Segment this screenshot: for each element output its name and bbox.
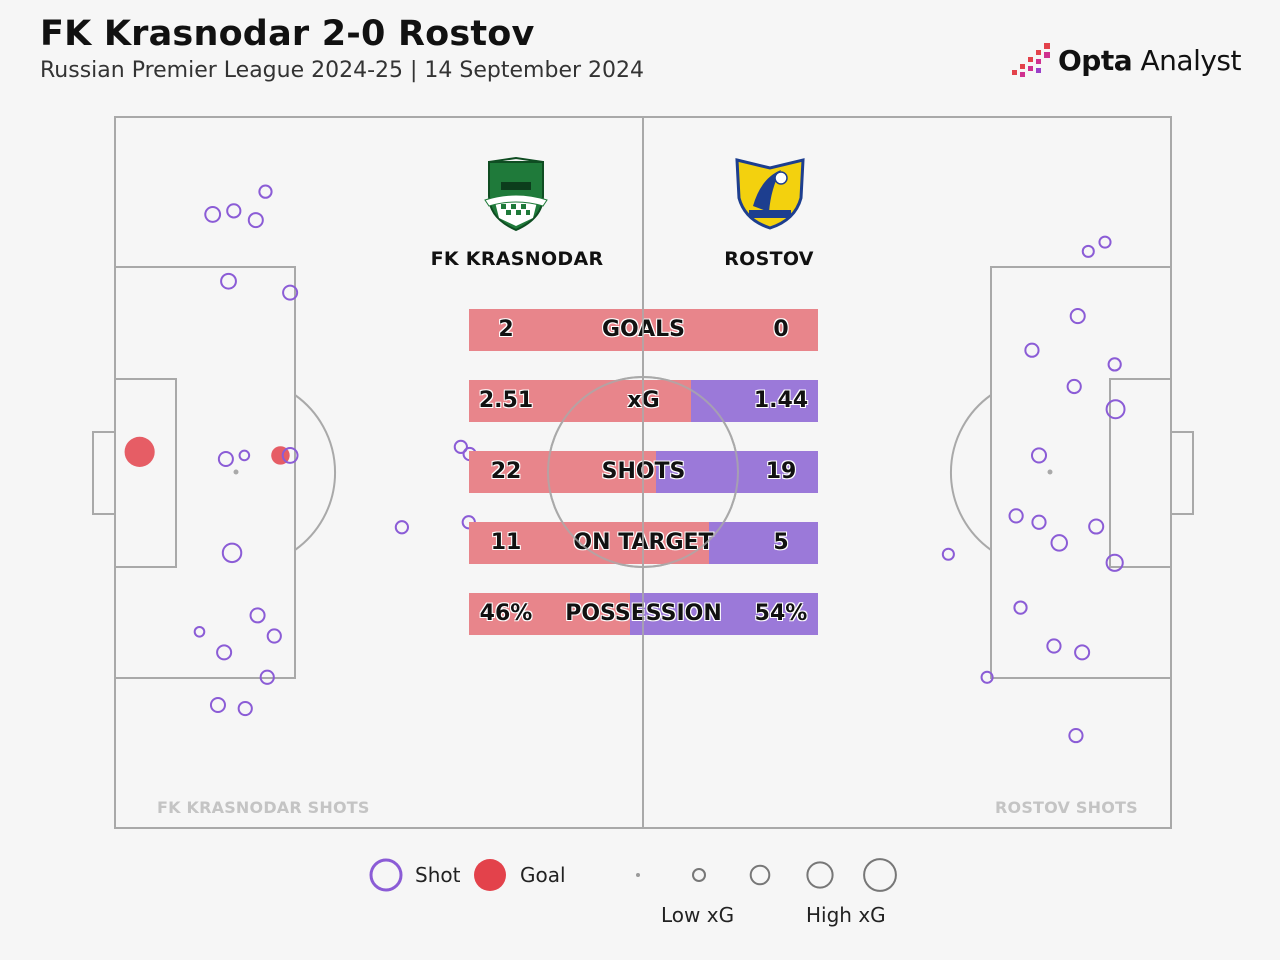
stat-home-value: 11 [490, 530, 522, 555]
away-shot-marker [1066, 378, 1082, 395]
away-shot-marker [980, 670, 994, 684]
away-shot-marker [1024, 342, 1040, 358]
left-goal [92, 431, 116, 515]
away-shot-marker [1030, 447, 1048, 464]
stat-home-value: 46% [479, 601, 533, 626]
legend-shot-label: Shot [415, 863, 461, 887]
right-penalty-spot [1047, 469, 1053, 475]
stat-row: 2.51 xG 1.44 [469, 380, 818, 422]
stat-row: 11 ON TARGET 5 [469, 522, 818, 564]
away-shot-marker [1031, 514, 1047, 530]
stat-away-value: 1.44 [753, 388, 809, 413]
stat-home-value: 2 [498, 317, 514, 342]
away-shot-marker [1074, 644, 1091, 661]
away-shot-marker [1081, 244, 1095, 258]
stat-away-value: 54% [754, 601, 808, 626]
stat-home-value: 2.51 [478, 388, 534, 413]
left-penalty-arc [294, 394, 336, 551]
home-shot-marker [259, 669, 275, 685]
away-shot-marker [941, 547, 955, 561]
home-shot-marker [281, 447, 299, 464]
away-shot-marker [1098, 235, 1112, 249]
away-shot-marker [1088, 518, 1105, 535]
opta-mark-icon [1012, 43, 1050, 77]
left-penalty-spot [233, 469, 239, 475]
away-shot-marker [1069, 308, 1086, 325]
stat-row: 2 GOALS 0 [469, 309, 818, 351]
left-six-yard-box [114, 378, 177, 568]
left-penalty-box [114, 266, 296, 679]
home-shot-marker [249, 607, 266, 624]
home-shot-marker [204, 205, 222, 223]
home-shot-marker [258, 184, 273, 199]
page-title: FK Krasnodar 2-0 Rostov [40, 14, 535, 54]
brand-name-bold: Opta [1058, 43, 1133, 77]
home-goal-marker [124, 436, 155, 467]
home-shot-marker [221, 542, 243, 564]
home-team-name: FK KRASNODAR [430, 248, 604, 270]
away-shot-marker [1107, 357, 1122, 372]
rostov-crest-icon [735, 158, 805, 230]
stat-away-value: 5 [773, 530, 789, 555]
away-shot-marker [1105, 553, 1124, 572]
home-shots-caption: FK KRASNODAR SHOTS [157, 798, 370, 817]
stat-bar-home [469, 593, 630, 635]
right-penalty-box [990, 266, 1172, 679]
stat-away-value: 0 [773, 317, 789, 342]
brand-text: Opta Analyst [1058, 44, 1241, 77]
away-team-name: ROSTOV [724, 248, 814, 270]
home-shot-marker [394, 520, 409, 535]
away-shots-caption: ROSTOV SHOTS [995, 798, 1138, 817]
away-shot-marker [1105, 399, 1126, 420]
away-shot-marker [1050, 534, 1069, 552]
right-penalty-arc [950, 394, 992, 551]
home-shot-marker [226, 203, 242, 219]
home-shot-marker [216, 644, 233, 661]
stat-row: 22 SHOTS 19 [469, 451, 818, 493]
home-shot-marker [220, 272, 237, 290]
stat-away-value: 19 [765, 459, 797, 484]
home-shot-marker [217, 450, 234, 468]
brand-name-light: Analyst [1132, 43, 1242, 77]
home-shot-marker [193, 625, 206, 638]
stat-bar-away [630, 593, 818, 635]
legend-low-xg-label: Low xG [661, 903, 735, 927]
right-goal [1170, 431, 1194, 515]
away-shot-marker [1013, 600, 1028, 615]
home-shot-marker [247, 212, 264, 229]
away-shot-marker [1008, 508, 1024, 524]
stat-row: 46% POSSESSION 54% [469, 593, 818, 635]
away-shot-marker [1046, 638, 1062, 654]
krasnodar-crest-icon [484, 156, 548, 232]
home-shot-marker [266, 628, 282, 644]
home-shot-marker [238, 449, 251, 462]
legend-goal-label: Goal [520, 863, 566, 887]
right-six-yard-box [1109, 378, 1172, 568]
home-shot-marker [453, 439, 468, 455]
home-shot-marker [282, 284, 299, 301]
stat-home-value: 22 [490, 459, 522, 484]
away-shot-marker [1068, 727, 1084, 744]
brand-logo: Opta Analyst [1010, 40, 1241, 80]
home-shot-marker [209, 696, 226, 714]
legend-high-xg-label: High xG [806, 903, 886, 927]
page-subtitle: Russian Premier League 2024-25 | 14 Sept… [40, 58, 645, 83]
home-shot-marker [237, 700, 253, 717]
